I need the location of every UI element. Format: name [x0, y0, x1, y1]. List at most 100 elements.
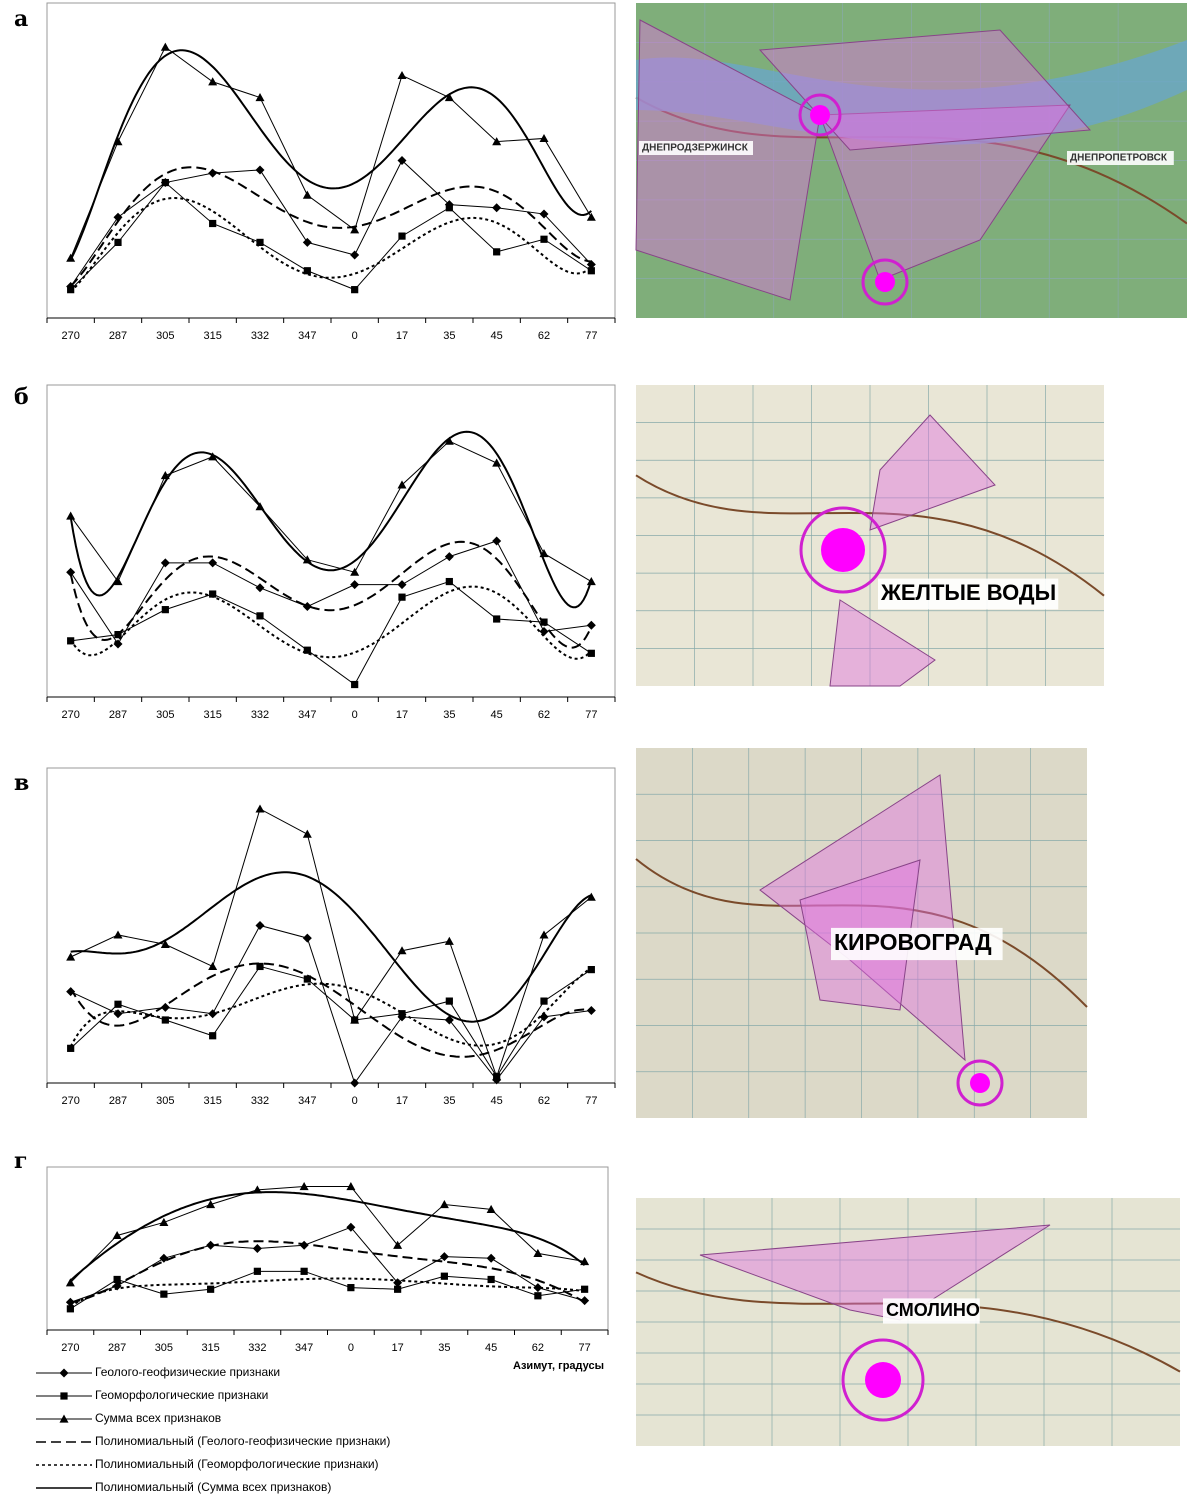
- panel-label: в: [14, 770, 29, 796]
- marker-square: [394, 1286, 401, 1293]
- marker-square: [60, 1392, 67, 1399]
- x-tick-label: 45: [491, 330, 503, 342]
- x-tick-label: 315: [201, 1342, 219, 1354]
- marker-square: [540, 236, 547, 243]
- marker-square: [398, 233, 405, 240]
- marker-square: [114, 1001, 121, 1008]
- x-tick-label: 35: [443, 709, 455, 721]
- plot-area: [47, 1167, 608, 1330]
- x-tick-label: 77: [579, 1342, 591, 1354]
- x-tick-label: 347: [298, 709, 316, 721]
- plot-area: [47, 385, 615, 697]
- x-tick-label: 305: [156, 1095, 174, 1107]
- marker-square: [351, 286, 358, 293]
- map-label: ДНЕПРОДЗЕРЖИНСК: [642, 143, 749, 154]
- legend-label: Полиномиальный (Геолого-геофизические пр…: [95, 1434, 390, 1448]
- x-tick-label: 62: [532, 1342, 544, 1354]
- marker-square: [67, 286, 74, 293]
- marker-square: [540, 998, 547, 1005]
- panel-label: г: [14, 1148, 27, 1174]
- marker-square: [209, 590, 216, 597]
- marker-square: [534, 1292, 541, 1299]
- marker-square: [398, 1010, 405, 1017]
- marker-square: [304, 975, 311, 982]
- map-label: КИРОВОГРАД: [834, 929, 992, 955]
- x-tick-label: 35: [438, 1342, 450, 1354]
- marker-square: [398, 594, 405, 601]
- map-spot: [821, 528, 865, 572]
- x-tick-label: 45: [485, 1342, 497, 1354]
- marker-square: [588, 966, 595, 973]
- panel-label: а: [14, 6, 28, 32]
- x-tick-label: 62: [538, 1095, 550, 1107]
- x-tick-label: 77: [585, 1095, 597, 1107]
- x-tick-label: 287: [109, 330, 127, 342]
- marker-square: [256, 963, 263, 970]
- marker-square: [581, 1286, 588, 1293]
- marker-square: [67, 637, 74, 644]
- x-tick-label: 17: [396, 330, 408, 342]
- x-tick-label: 62: [538, 330, 550, 342]
- x-tick-label: 332: [251, 330, 269, 342]
- marker-square: [493, 248, 500, 255]
- marker-square: [209, 220, 216, 227]
- marker-square: [304, 647, 311, 654]
- marker-square: [162, 1016, 169, 1023]
- marker-square: [446, 204, 453, 211]
- marker-square: [114, 1276, 121, 1283]
- x-tick-label: 305: [156, 330, 174, 342]
- page: а 270 287 305 315 332 347 0 17 35 45 62 77 б 270 287 305…: [0, 0, 1187, 1499]
- x-tick-label: 332: [251, 1095, 269, 1107]
- marker-square: [347, 1284, 354, 1291]
- marker-square: [301, 1268, 308, 1275]
- x-tick-label: 287: [108, 1342, 126, 1354]
- x-tick-label: 17: [396, 1095, 408, 1107]
- legend-label: Полиномиальный (Геоморфологические призн…: [95, 1457, 379, 1471]
- map-spot: [865, 1362, 901, 1398]
- x-tick-label: 270: [61, 1342, 79, 1354]
- x-tick-label: 347: [295, 1342, 313, 1354]
- marker-square: [67, 1305, 74, 1312]
- x-tick-label: 0: [352, 1095, 358, 1107]
- x-tick-label: 0: [348, 1342, 354, 1354]
- marker-diamond: [60, 1369, 69, 1378]
- marker-square: [488, 1276, 495, 1283]
- x-tick-label: 17: [392, 1342, 404, 1354]
- x-tick-label: 77: [585, 330, 597, 342]
- x-tick-label: 270: [61, 1095, 79, 1107]
- figure: а 270 287 305 315 332 347 0 17 35 45 62 77 б 270 287 305…: [0, 0, 1187, 1499]
- marker-square: [540, 619, 547, 626]
- x-tick-label: 315: [203, 709, 221, 721]
- marker-square: [446, 578, 453, 585]
- legend-label: Сумма всех признаков: [95, 1411, 221, 1425]
- x-axis-title: Азимут, градусы: [513, 1360, 604, 1372]
- marker-square: [446, 998, 453, 1005]
- marker-square: [351, 681, 358, 688]
- marker-square: [209, 1032, 216, 1039]
- x-tick-label: 45: [491, 1095, 503, 1107]
- marker-square: [256, 612, 263, 619]
- marker-square: [207, 1286, 214, 1293]
- marker-square: [162, 606, 169, 613]
- x-tick-label: 315: [203, 330, 221, 342]
- map-label: СМОЛИНО: [886, 1300, 980, 1320]
- marker-square: [304, 267, 311, 274]
- x-tick-label: 347: [298, 330, 316, 342]
- marker-square: [114, 631, 121, 638]
- marker-square: [441, 1273, 448, 1280]
- marker-square: [588, 650, 595, 657]
- x-tick-label: 315: [203, 1095, 221, 1107]
- x-tick-label: 347: [298, 1095, 316, 1107]
- panel-label: б: [14, 384, 29, 410]
- legend-label: Полиномиальный (Сумма всех признаков): [95, 1480, 331, 1494]
- marker-square: [160, 1291, 167, 1298]
- map-spot: [970, 1073, 990, 1093]
- x-tick-label: 45: [491, 709, 503, 721]
- marker-square: [114, 239, 121, 246]
- x-tick-label: 0: [352, 709, 358, 721]
- legend-label: Геолого-геофизические признаки: [95, 1365, 280, 1379]
- x-tick-label: 77: [585, 709, 597, 721]
- map-spot: [875, 272, 895, 292]
- map-label: ДНЕПРОПЕТРОВСК: [1070, 153, 1168, 164]
- x-tick-label: 270: [61, 330, 79, 342]
